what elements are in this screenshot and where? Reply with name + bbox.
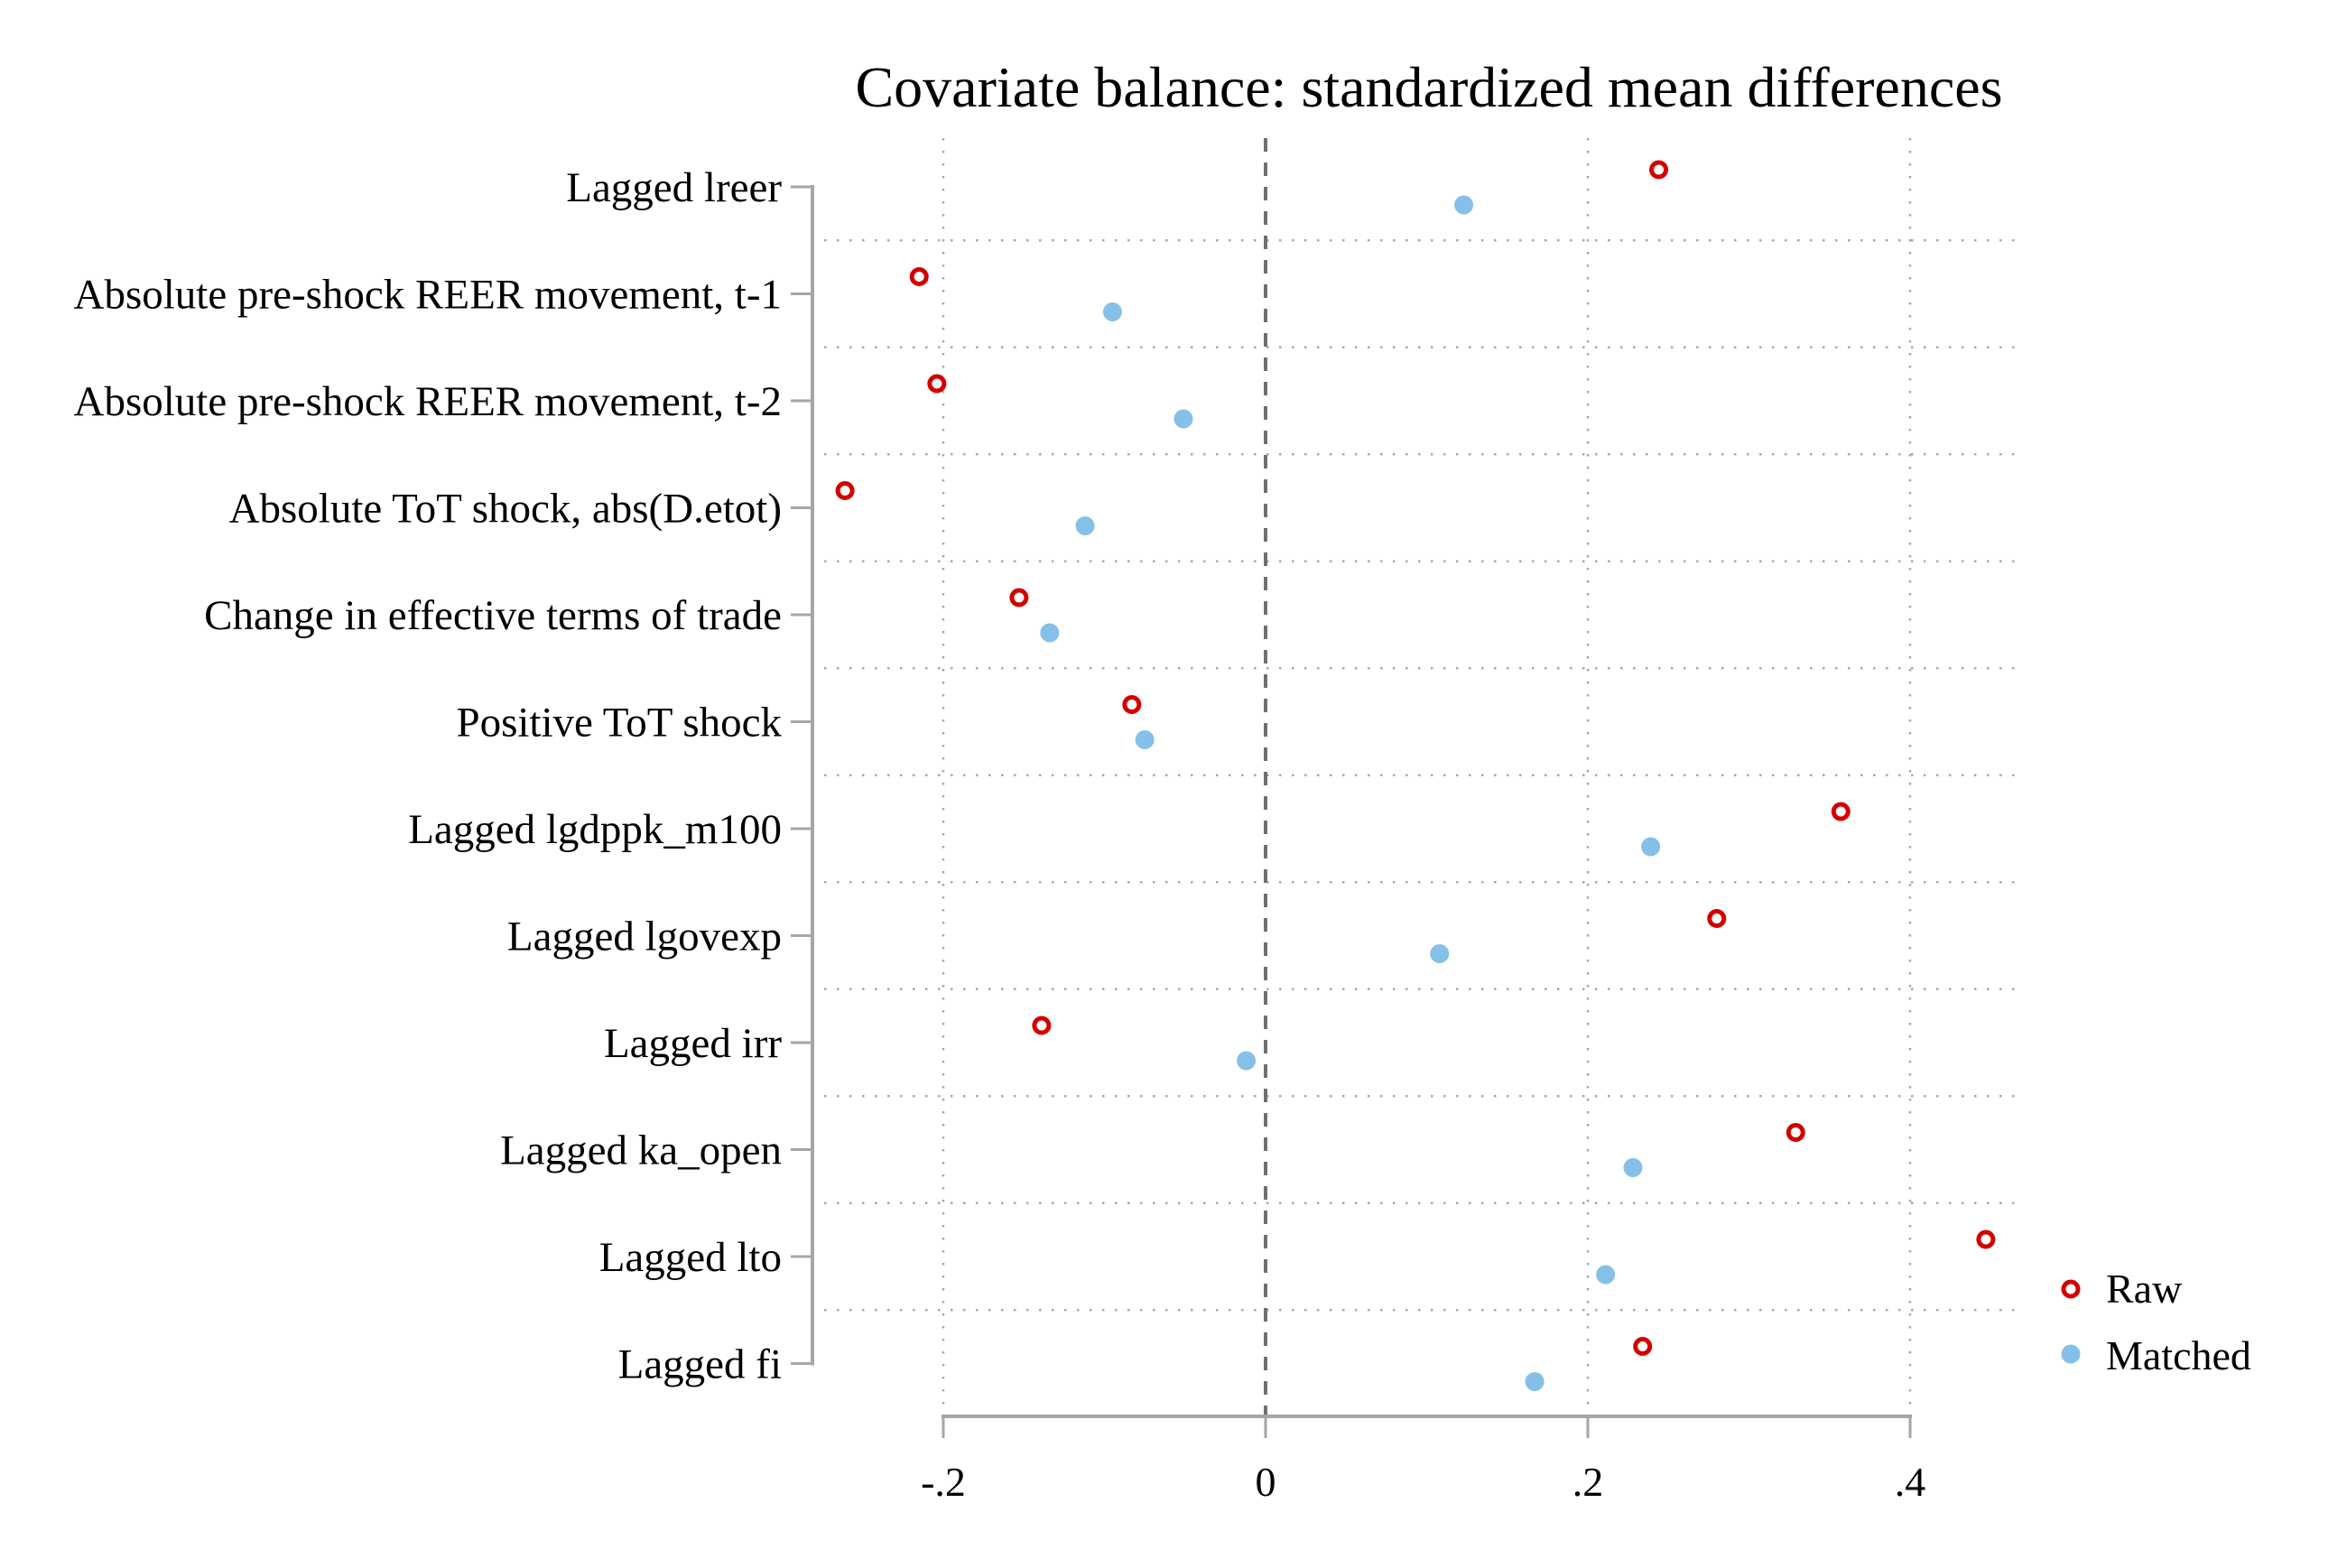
axes-layer xyxy=(791,185,1912,1438)
matched-point xyxy=(1430,944,1450,963)
matched-point xyxy=(1075,516,1095,535)
raw-point xyxy=(1122,695,1142,714)
chart-title: Covariate balance: standardized mean dif… xyxy=(855,55,2002,119)
raw-point xyxy=(1707,909,1727,928)
matched-point xyxy=(1102,302,1122,321)
x-axis-tick-label: .4 xyxy=(1895,1459,1926,1505)
raw-point xyxy=(1976,1229,1996,1249)
x-axis-tick-labels: -.2 0 .2 .4 xyxy=(921,1459,1925,1505)
raw-point xyxy=(909,267,929,286)
x-axis-tick-label: .2 xyxy=(1572,1459,1604,1505)
y-axis-label: Positive ToT shock xyxy=(456,700,782,747)
matched-point xyxy=(1525,1372,1545,1391)
x-axis-tick-label: 0 xyxy=(1256,1459,1276,1505)
x-axis-tick-label: -.2 xyxy=(921,1459,966,1505)
raw-point xyxy=(1032,1016,1052,1035)
matched-point xyxy=(1237,1051,1257,1071)
legend-matched-label: Matched xyxy=(2106,1332,2251,1378)
raw-point xyxy=(1649,160,1669,180)
matched-point xyxy=(1641,837,1661,857)
y-axis-label: Change in effective terms of trade xyxy=(204,592,782,639)
y-axis-label: Absolute pre-shock REER movement, t-2 xyxy=(74,378,783,425)
y-axis-labels: Lagged lreer Absolute pre-shock REER move… xyxy=(74,164,783,1388)
legend-raw-marker-icon xyxy=(2061,1279,2081,1299)
raw-point xyxy=(1009,588,1029,608)
y-axis-label: Lagged irr xyxy=(604,1020,782,1067)
raw-point xyxy=(1633,1337,1653,1356)
y-axis-label: Absolute pre-shock REER movement, t-1 xyxy=(74,272,783,319)
y-axis-label: Lagged lgdppk_m100 xyxy=(408,806,782,853)
data-points xyxy=(835,160,1996,1391)
matched-point xyxy=(1623,1158,1643,1177)
grid-layer xyxy=(824,138,2016,1416)
y-axis-label: Lagged lreer xyxy=(566,164,782,211)
matched-point xyxy=(1454,195,1474,215)
legend-matched-marker-icon xyxy=(2061,1344,2081,1364)
matched-point xyxy=(1174,409,1193,429)
matched-point xyxy=(1596,1265,1616,1285)
y-axis-label: Lagged lgovexp xyxy=(507,914,782,960)
y-axis-label: Lagged ka_open xyxy=(500,1127,782,1174)
y-axis-label: Lagged lto xyxy=(599,1234,782,1281)
raw-point xyxy=(1786,1123,1805,1142)
y-axis-label: Absolute ToT shock, abs(D.etot) xyxy=(229,486,782,533)
raw-point xyxy=(835,481,855,500)
matched-point xyxy=(1040,623,1060,643)
raw-point xyxy=(927,374,947,394)
matched-point xyxy=(1135,730,1155,749)
legend-raw-label: Raw xyxy=(2106,1266,2183,1312)
y-axis-label: Lagged fi xyxy=(618,1341,782,1388)
legend: Raw Matched xyxy=(2061,1266,2251,1378)
raw-point xyxy=(1831,802,1851,821)
